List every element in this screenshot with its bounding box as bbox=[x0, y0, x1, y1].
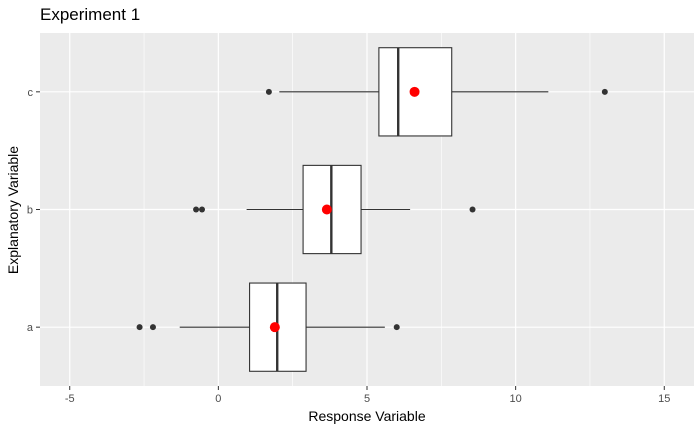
outlier-point bbox=[469, 206, 476, 213]
x-axis-title: Response Variable bbox=[308, 408, 425, 424]
y-tick-label: c bbox=[28, 87, 34, 99]
outlier-point bbox=[601, 88, 608, 95]
outlier-point bbox=[149, 324, 156, 331]
box-marks bbox=[136, 47, 608, 372]
box-a bbox=[136, 282, 400, 372]
outlier-point bbox=[393, 324, 400, 331]
mean-point bbox=[321, 204, 332, 215]
x-tick-label: 10 bbox=[510, 393, 522, 405]
mean-point bbox=[269, 322, 280, 333]
x-tick-label: -5 bbox=[65, 393, 75, 405]
outlier-point bbox=[193, 206, 200, 213]
outlier-point bbox=[265, 88, 272, 95]
outlier-point bbox=[136, 324, 143, 331]
box-c bbox=[265, 47, 608, 137]
x-axis: -5 0 5 10 15 bbox=[65, 386, 670, 405]
y-axis-title: Explanatory Variable bbox=[5, 146, 21, 274]
chart-title: Experiment 1 bbox=[40, 5, 140, 24]
mean-point bbox=[409, 86, 420, 97]
y-tick-label: b bbox=[27, 205, 33, 217]
x-tick-label: 0 bbox=[215, 393, 221, 405]
outlier-point bbox=[199, 206, 206, 213]
y-axis: a b c bbox=[27, 87, 40, 334]
box-b bbox=[193, 164, 476, 255]
x-tick-label: 5 bbox=[364, 393, 370, 405]
y-tick-label: a bbox=[27, 322, 34, 334]
x-tick-label: 15 bbox=[658, 393, 670, 405]
